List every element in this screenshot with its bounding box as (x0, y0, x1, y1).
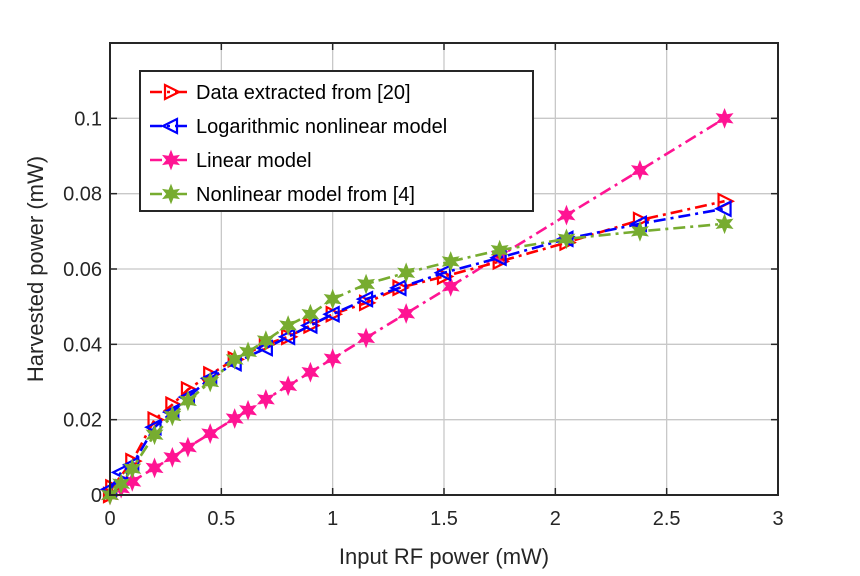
legend-entry-3: Nonlinear model from [4] (196, 184, 415, 206)
y-tick-label-5: 0.1 (74, 108, 102, 130)
y-tick-label-0: 0 (91, 485, 102, 507)
series-3-point-14 (397, 262, 416, 284)
series-3-point-5 (178, 390, 197, 412)
series-3-point-10 (279, 315, 298, 336)
series-3-point-15 (441, 251, 460, 272)
y-axis-label: Harvested power (mW) (23, 156, 48, 382)
legend: Data extracted from [20] Logarithmic nonl… (139, 70, 534, 212)
series-3-point-4 (163, 405, 182, 427)
series-2-point-13 (357, 327, 376, 349)
series-2-point-10 (279, 375, 298, 397)
legend-box (139, 70, 534, 212)
series-3-point-6 (201, 371, 220, 393)
series-3-point-17 (557, 228, 576, 250)
series-2-point-11 (301, 361, 320, 383)
series-3-point-13 (357, 273, 376, 295)
series-2-point-4 (163, 446, 182, 468)
series-3-point-12 (323, 288, 342, 310)
x-tick-label-4: 2 (550, 508, 561, 530)
series-3-point-1 (112, 473, 131, 495)
legend-marker-3 (162, 183, 180, 205)
y-tick-label-1: 0.02 (63, 410, 102, 432)
x-tick-label-1: 0.5 (207, 508, 235, 530)
series-2-point-19 (715, 107, 734, 129)
series-3-point-3 (145, 424, 164, 446)
series-2-point-5 (178, 436, 197, 458)
series-3-point-16 (490, 239, 509, 261)
x-axis-label: Input RF power (mW) (339, 544, 549, 569)
series-2-point-14 (397, 303, 416, 324)
series-3-point-8 (239, 341, 258, 363)
series-3-point-9 (256, 330, 275, 351)
series-3-point-2 (123, 458, 142, 480)
series-2-point-17 (557, 204, 576, 226)
series-3-point-19 (715, 213, 734, 235)
series-1-point-11 (322, 305, 340, 323)
series-1-point-12 (355, 290, 374, 308)
series-1-point-14 (433, 263, 452, 282)
x-tick-label-0: 0 (104, 508, 115, 530)
plot-series (99, 107, 736, 506)
series-2-point-6 (201, 423, 220, 444)
legend-marker-1 (160, 117, 179, 135)
legend-marker-0 (163, 83, 182, 101)
series-3-point-18 (630, 220, 649, 242)
x-tick-label-6: 3 (772, 508, 783, 530)
x-tick-label-2: 1 (327, 508, 338, 530)
series-3-point-11 (301, 303, 320, 325)
series-2-point-9 (256, 388, 275, 410)
x-tick-label-3: 1.5 (430, 508, 458, 530)
series-2-point-8 (239, 399, 258, 421)
series-2-point-12 (323, 348, 342, 370)
series-1-point-13 (389, 279, 407, 297)
legend-entry-1: Logarithmic nonlinear model (196, 116, 447, 138)
series-2-point-3 (145, 457, 164, 479)
series-3 (101, 213, 734, 506)
series-1-point-18 (714, 199, 732, 218)
axis-ticks: 0 0.5 1 1.5 2 2.5 3 0 0.02 0.04 0.06 0.08 0.1 (63, 43, 784, 530)
y-tick-label-2: 0.04 (63, 334, 102, 356)
y-tick-label-4: 0.08 (63, 184, 102, 206)
legend-entry-2: Linear model (196, 150, 312, 172)
legend-marker-2 (162, 149, 180, 171)
series-2-point-18 (630, 159, 649, 181)
legend-entry-0: Data extracted from [20] (196, 82, 411, 104)
x-tick-label-5: 2.5 (653, 508, 681, 530)
y-tick-label-3: 0.06 (63, 259, 102, 281)
